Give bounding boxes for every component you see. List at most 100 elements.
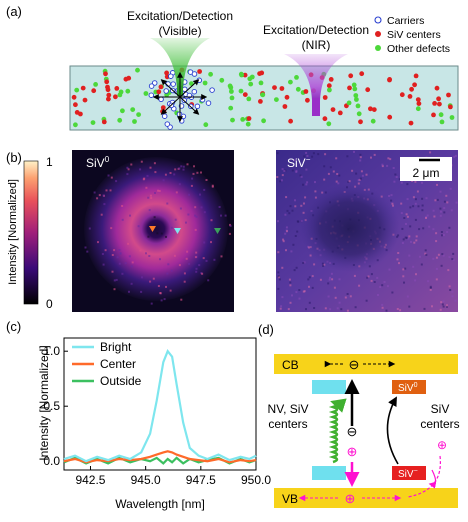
noise-pixel — [424, 252, 427, 255]
noise-pixel — [449, 187, 452, 190]
noise-pixel — [305, 151, 308, 154]
noise-pixel — [348, 180, 351, 183]
noise-pixel — [305, 308, 307, 311]
noise-pixel — [414, 198, 417, 201]
carrier-dot — [163, 88, 169, 94]
noise-pixel — [365, 299, 368, 302]
siv-center-dot — [303, 89, 309, 94]
noise-pixel — [335, 180, 338, 183]
noise-pixel — [405, 213, 408, 216]
siv-label-line1: SiV — [431, 402, 450, 416]
noise-pixel — [194, 206, 197, 209]
siv-center-dot — [73, 102, 78, 108]
noise-pixel — [127, 168, 130, 171]
noise-pixel — [160, 299, 163, 302]
noise-pixel — [202, 257, 205, 260]
noise-pixel — [449, 289, 452, 291]
siv-center-dot — [348, 73, 354, 79]
noise-pixel — [340, 308, 343, 311]
noise-pixel — [218, 206, 221, 208]
noise-pixel — [159, 292, 162, 294]
noise-pixel — [329, 276, 331, 279]
noise-pixel — [419, 255, 421, 258]
noise-pixel — [102, 194, 105, 197]
noise-pixel — [404, 267, 407, 270]
noise-pixel — [435, 240, 438, 243]
noise-pixel — [304, 196, 307, 199]
noise-pixel — [402, 268, 405, 271]
noise-pixel — [86, 250, 89, 253]
siv-center-dot — [368, 106, 373, 112]
noise-pixel — [409, 225, 412, 228]
noise-pixel — [429, 286, 432, 289]
defect-dot — [203, 122, 209, 128]
noise-pixel — [401, 227, 404, 230]
noise-pixel — [308, 276, 311, 279]
defect-dot — [260, 92, 266, 98]
noise-pixel — [415, 273, 417, 276]
noise-pixel — [152, 277, 155, 280]
x-tick-label: 945.0 — [131, 473, 161, 487]
noise-pixel — [303, 261, 306, 264]
defect-dot — [238, 88, 244, 94]
siv-center-dot — [80, 85, 86, 91]
defect-dot — [261, 118, 266, 124]
defect-dot — [258, 80, 264, 86]
siv-center-dot — [71, 94, 77, 100]
noise-pixel — [435, 278, 438, 281]
noise-pixel — [179, 207, 182, 210]
noise-pixel — [289, 301, 292, 304]
siv-center-dot — [365, 87, 371, 93]
noise-pixel — [220, 255, 223, 258]
defect-dot — [449, 115, 455, 120]
legend-carriers-label: Carriers — [387, 15, 424, 27]
noise-pixel — [410, 240, 412, 243]
panel-c: (c) 942.5 945.0 947.5 950.0 0.0 0.5 1.0 Bright C… — [6, 319, 271, 511]
noise-pixel — [416, 190, 419, 193]
carrier-dot — [148, 83, 155, 89]
siv-ionization-arrow — [386, 396, 399, 465]
noise-pixel — [396, 308, 399, 310]
noise-pixel — [180, 298, 183, 301]
noise-pixel — [205, 259, 208, 262]
noise-pixel — [149, 166, 152, 169]
noise-pixel — [139, 168, 142, 171]
colorbar-max-label: 1 — [46, 155, 53, 169]
noise-pixel — [115, 180, 118, 183]
legend-label-outside: Outside — [100, 374, 142, 388]
siv-center-dot — [282, 104, 288, 109]
noise-pixel — [150, 302, 153, 305]
noise-pixel — [440, 231, 443, 233]
noise-pixel — [201, 272, 204, 275]
noise-pixel — [289, 281, 292, 284]
carrier-dot — [191, 71, 198, 77]
noise-pixel — [446, 304, 448, 307]
noise-pixel — [111, 270, 114, 273]
siv-center-dot — [358, 119, 363, 125]
siv-center-dot — [242, 72, 248, 78]
noise-pixel — [317, 153, 320, 156]
noise-pixel — [401, 242, 404, 244]
noise-pixel — [414, 279, 417, 282]
noise-pixel — [429, 151, 432, 154]
noise-pixel — [173, 173, 176, 176]
noise-pixel — [303, 290, 306, 293]
noise-pixel — [297, 220, 300, 223]
noise-pixel — [390, 194, 393, 197]
defect-dot — [294, 75, 299, 80]
noise-pixel — [370, 279, 373, 282]
noise-pixel — [198, 264, 201, 267]
noise-pixel — [127, 242, 130, 245]
siv-center-dot — [432, 101, 437, 106]
hole-capture-arrow-head — [428, 469, 437, 489]
noise-pixel — [199, 193, 201, 196]
noise-pixel — [284, 232, 287, 235]
noise-pixel — [289, 284, 292, 287]
noise-pixel — [403, 217, 406, 219]
noise-pixel — [454, 299, 457, 302]
scalebar-label: 2 μm — [413, 166, 440, 180]
noise-pixel — [429, 288, 432, 291]
siv-center-dot — [246, 116, 252, 121]
noise-pixel — [121, 272, 124, 275]
noise-pixel — [121, 205, 124, 207]
